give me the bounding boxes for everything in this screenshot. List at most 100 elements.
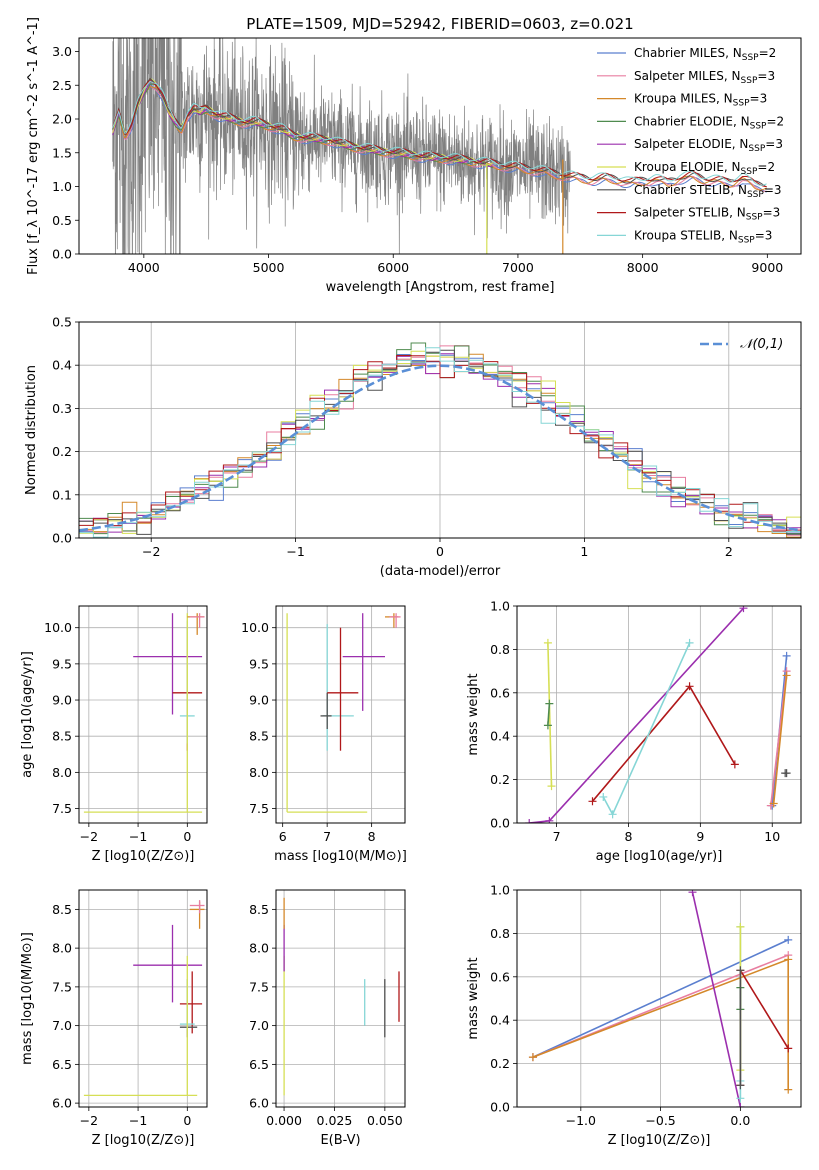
axes-frame [275, 605, 406, 824]
legend-subscript: SSP [741, 76, 758, 86]
x-axis-label: Z [log10(Z/Z⊙)] [92, 849, 195, 864]
tick-label-y: 1.5 [52, 145, 72, 160]
axes-frame [78, 889, 208, 1108]
weight-marker [784, 1044, 793, 1053]
tick-label-y: 8.0 [249, 765, 269, 780]
tick-label-y: 0.1 [52, 487, 72, 502]
legend-label: Kroupa MILES, NSSP=3 [634, 92, 767, 109]
tick-label-y: 9.5 [249, 656, 269, 671]
tick-label-x: 0.025 [317, 1113, 353, 1128]
weight-marker [736, 1094, 745, 1103]
weight-marker [730, 760, 739, 769]
x-axis-label: E(B-V) [320, 1133, 360, 1148]
weight-line-kroupa-miles [772, 675, 788, 804]
legend-subscript: SSP [742, 53, 759, 63]
plot-area [517, 890, 801, 1107]
legend-label: Chabrier STELIB, NSSP=3 [634, 183, 782, 200]
axes-frame [78, 321, 802, 539]
tick-label-y: 0.6 [490, 969, 510, 984]
tick-label-y: 2.5 [52, 78, 72, 93]
axes-age_vs_mass: 6 7 8 7.5 8.0 8.5 9.0 9.5 10.0 mass [log10(M/M⊙)] [241, 605, 407, 864]
tick-label-y: 1.0 [490, 599, 510, 614]
legend-subscript: SSP [746, 213, 763, 223]
x-axis-label: (data-model)/error [380, 564, 501, 579]
legend-value: =2 [759, 46, 777, 60]
plot-area [276, 606, 405, 823]
weight-marker [685, 638, 694, 647]
tick-label-x: 0.050 [367, 1113, 403, 1128]
axes-frame [275, 889, 406, 1108]
weight-line-salpeter-miles [770, 671, 788, 806]
y-axis-label: mass weight [466, 957, 481, 1039]
tick-label-x: 0 [183, 1113, 191, 1128]
histogram-chabrier-stelib [79, 349, 801, 535]
tick-label-x: 9 [696, 829, 704, 844]
legend-gaussian: 𝒩(0,1) [700, 337, 783, 352]
legend-label: 𝒩(0,1) [740, 337, 783, 352]
weight-marker [545, 816, 554, 823]
weight-marker [736, 1081, 745, 1090]
legend-value: =2 [766, 114, 784, 128]
tick-label-y: 10.0 [44, 620, 72, 635]
axes-frame [516, 889, 802, 1108]
tick-label-y: 6.5 [52, 1057, 72, 1072]
legend-value: =2 [757, 160, 775, 174]
weight-marker [588, 797, 597, 806]
tick-label-x: 7 [323, 829, 331, 844]
legend-subscript: SSP [750, 121, 767, 131]
tick-label-x: 6 [279, 829, 287, 844]
plot-area [112, 38, 767, 254]
weight-marker [543, 721, 552, 730]
tick-label-y: 7.5 [249, 979, 269, 994]
plot-area [517, 606, 801, 823]
weight-marker [685, 682, 694, 691]
tick-label-y: 0.4 [490, 729, 510, 744]
data-spectrum-line [112, 38, 571, 254]
tick-label-x: −1 [129, 829, 147, 844]
legend-subscript: SSP [738, 235, 755, 245]
tick-label-x: 7000 [502, 260, 534, 275]
weight-marker [784, 1085, 793, 1094]
weight-marker [784, 955, 793, 964]
weight-line-chabrier-miles [532, 939, 789, 1058]
weight-line-salpeter-elodie [529, 607, 745, 823]
legend-value: =3 [755, 228, 773, 242]
weight-line-kroupa-stelib [602, 642, 691, 817]
tick-label-x: 1 [580, 544, 588, 559]
y-axis-label: mass [log10(M/M⊙)] [20, 932, 35, 1065]
weight-line-kroupa-elodie [547, 642, 553, 787]
tick-label-y: 8.0 [52, 941, 72, 956]
tick-label-y: 0.4 [490, 1013, 510, 1028]
weight-marker [784, 935, 793, 944]
tick-label-y: 1.0 [52, 179, 72, 194]
tick-label-x: −2 [80, 829, 98, 844]
tick-label-y: 8.5 [249, 729, 269, 744]
tick-label-x: 0 [436, 544, 444, 559]
tick-label-x: 8000 [627, 260, 659, 275]
tick-label-y: 7.5 [52, 801, 72, 816]
tick-label-y: 2.0 [52, 112, 72, 127]
legend-subscript: SSP [747, 190, 764, 200]
tick-label-y: 0.2 [490, 1056, 510, 1071]
legend-value: =3 [763, 206, 781, 220]
tick-label-x: −1.0 [566, 1113, 596, 1128]
legend-label: Salpeter MILES, NSSP=3 [634, 69, 775, 86]
tick-label-x: −1 [286, 544, 304, 559]
legend-label: Chabrier MILES, NSSP=2 [634, 46, 776, 63]
weight-marker [769, 799, 778, 808]
y-axis-label: mass weight [466, 673, 481, 755]
legend-label: Salpeter STELIB, NSSP=3 [634, 206, 780, 223]
tick-label-x: 2 [725, 544, 733, 559]
tick-label-x: 0.0 [730, 1113, 750, 1128]
axes-weight_vs_Z: −1.0 −0.5 0.0 0.0 0.2 0.4 0.6 0.8 1.0 Z [log10(Z/… [466, 883, 802, 1148]
x-axis-label: mass [log10(M/M⊙)] [274, 849, 407, 864]
tick-label-y: 0.3 [52, 401, 72, 416]
tick-label-y: 0.0 [490, 1100, 510, 1115]
tick-label-y: 6.5 [249, 1057, 269, 1072]
axes-spectrum: 4000 5000 6000 7000 8000 9000 0.0 0.5 1.0 1.5 2.0 2… [26, 17, 802, 295]
weight-marker [543, 638, 552, 647]
weight-line-salpeter-stelib [591, 684, 736, 802]
plot-area [79, 890, 207, 1107]
x-axis-label: Z [log10(Z/Z⊙)] [92, 1133, 195, 1148]
axes-frame [516, 605, 802, 824]
